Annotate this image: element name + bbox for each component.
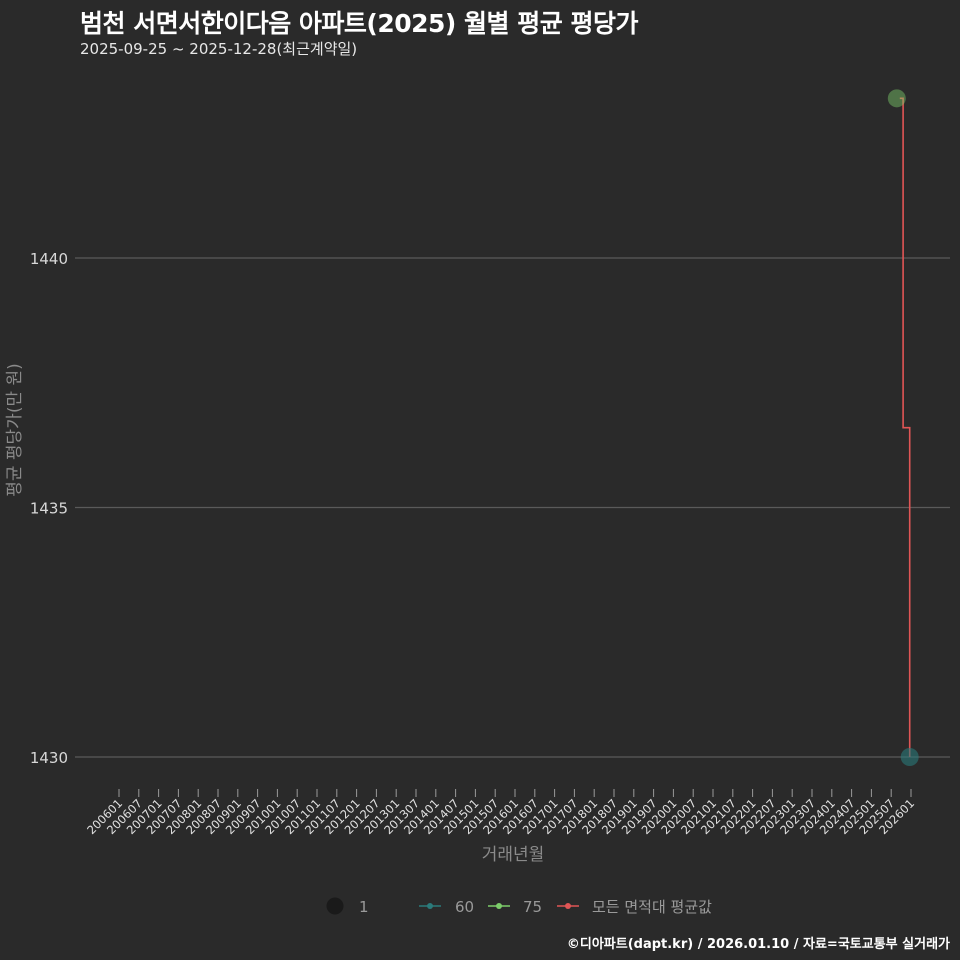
source-caption: ©디아파트(dapt.kr) / 2026.01.10 / 자료=국토교통부 실… xyxy=(566,937,950,952)
x-axis-title: 거래년월 xyxy=(482,845,545,865)
point-60 xyxy=(900,748,919,766)
legend-point-icon xyxy=(565,903,571,909)
legend-size-label: 1 xyxy=(359,898,369,916)
all-area-average-line xyxy=(899,97,911,757)
point-75 xyxy=(887,89,906,108)
chart-subtitle: 2025-09-25 ~ 2025-12-28(최근계약일) xyxy=(80,40,358,58)
chart-title: 범천 서면서한이다음 아파트(2025) 월별 평균 평당가 xyxy=(80,9,638,38)
y-tick-label: 1440 xyxy=(30,250,68,268)
legend-size-icon xyxy=(326,897,344,915)
y-axis-title: 평균 평당가(만 원) xyxy=(5,363,25,497)
legend-label: 75 xyxy=(523,898,542,916)
legend-point-icon xyxy=(496,903,502,909)
y-tick-label: 1435 xyxy=(30,500,68,518)
legend-point-icon xyxy=(427,903,433,909)
legend-label: 모든 면적대 평균값 xyxy=(592,898,712,916)
y-tick-label: 1430 xyxy=(30,749,68,767)
legend-label: 60 xyxy=(455,898,474,916)
